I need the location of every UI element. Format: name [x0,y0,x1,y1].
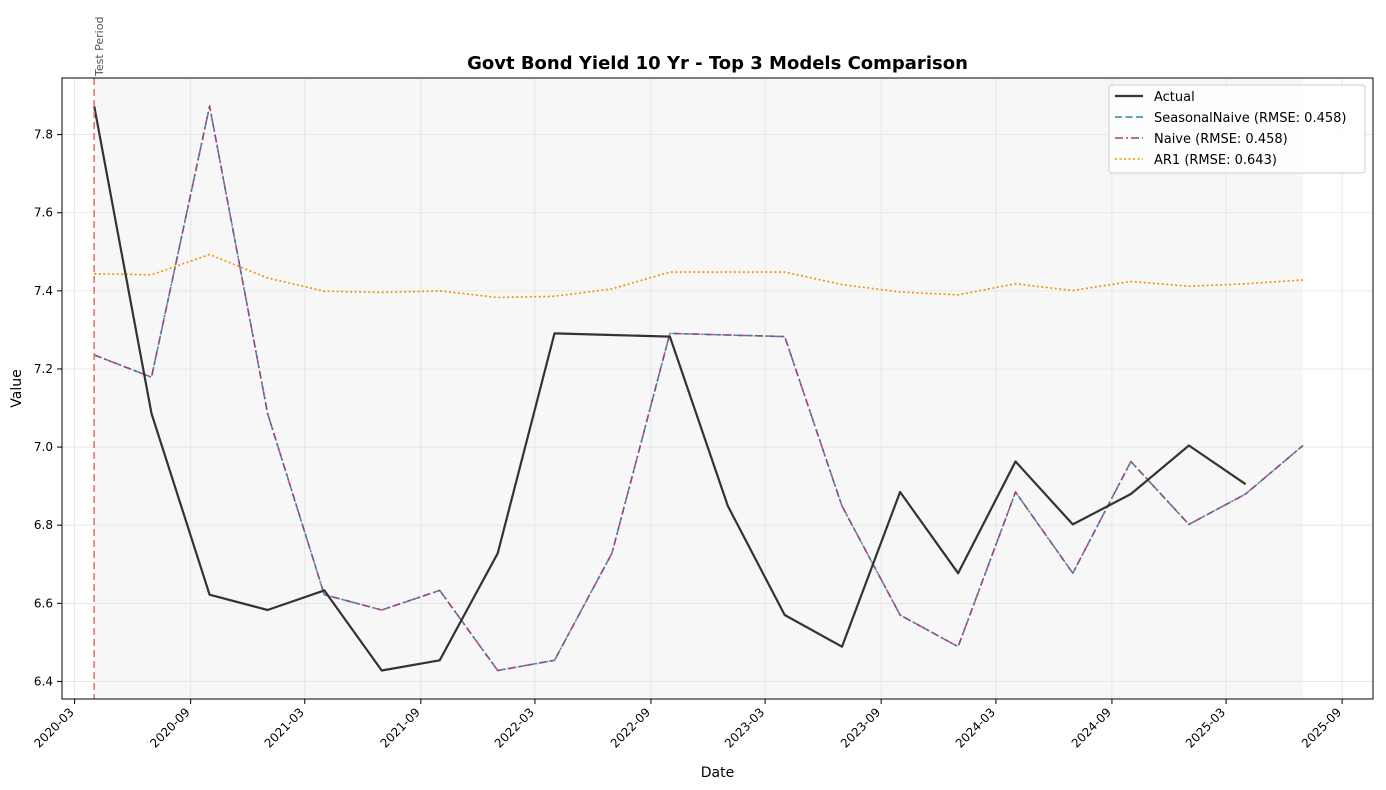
series-line-ar1 [94,253,1304,299]
y-tick-label: 7.8 [34,128,53,142]
y-axis: 6.4 6.6 6.8 7.0 7.2 7.4 7.6 7.8 [34,128,62,688]
y-tick-label: 7.4 [34,284,53,298]
y-tick-label: 7.6 [34,206,53,220]
test-period-annotation: Test Period [93,17,106,77]
series-lines [93,105,1304,672]
legend-label: Naive (RMSE: 0.458) [1154,132,1288,147]
y-tick-label: 6.4 [34,674,53,688]
y-tick-label: 7.0 [34,440,53,454]
legend: Actual SeasonalNaive (RMSE: 0.458) Naive (… [1108,84,1366,174]
series-line-seasonalnaive [93,105,1304,672]
legend-label: AR1 (RMSE: 0.643) [1154,153,1277,168]
plot-frame [61,77,1374,700]
test-period-shade [94,78,1304,699]
legend-label: SeasonalNaive (RMSE: 0.458) [1154,111,1346,126]
y-axis-label: Value [9,369,25,407]
y-tick-label: 6.8 [34,518,53,532]
series-line-actual [93,105,1247,672]
x-axis-label: Date [701,765,734,781]
chart-title: Govt Bond Yield 10 Yr - Top 3 Models Com… [467,53,968,74]
legend-label: Actual [1154,90,1195,105]
series-line-naive [93,105,1304,672]
y-tick-label: 7.2 [34,362,53,376]
y-tick-label: 6.6 [34,596,53,610]
legend-box [1108,84,1366,174]
